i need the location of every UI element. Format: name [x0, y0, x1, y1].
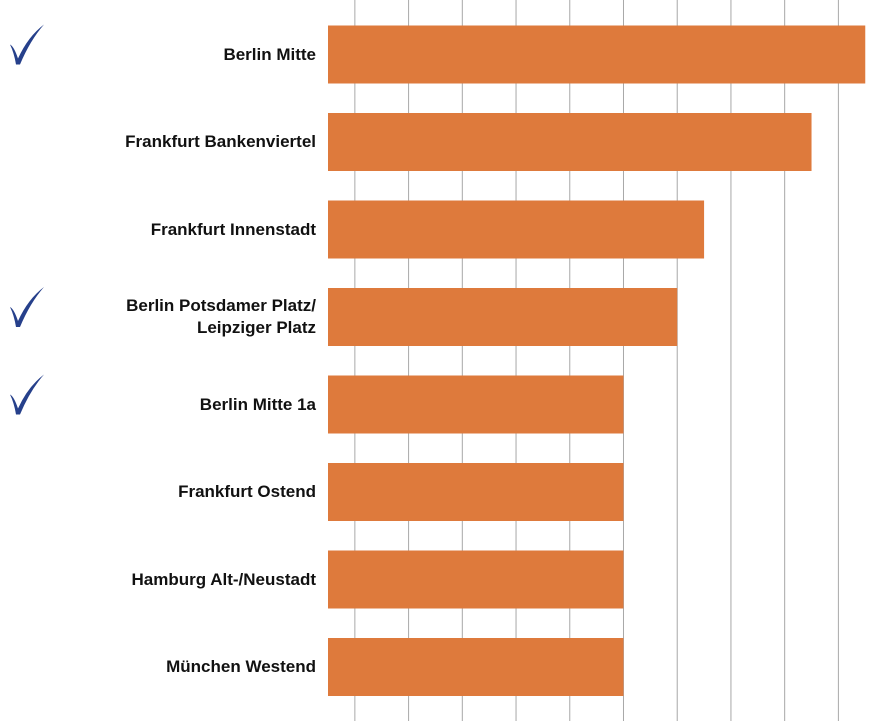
- category-label: Frankfurt Innenstadt: [150, 219, 316, 239]
- category-label: München Westend: [166, 657, 316, 676]
- category-label: Berlin Mitte: [223, 44, 316, 64]
- bar: [328, 288, 678, 346]
- bar: [328, 375, 624, 434]
- bar: [328, 113, 812, 171]
- check-icon: [10, 24, 44, 65]
- bar: [328, 550, 624, 609]
- category-label: Berlin Potsdamer Platz/ Leipziger Platz: [126, 296, 316, 337]
- bar: [328, 25, 866, 84]
- category-label: Frankfurt Bankenviertel: [125, 132, 316, 151]
- bar: [328, 200, 705, 259]
- category-label: Hamburg Alt-/Neustadt: [131, 569, 317, 589]
- check-icon: [10, 287, 44, 327]
- category-label: Frankfurt Ostend: [178, 482, 316, 501]
- check-icon: [10, 374, 44, 415]
- bar: [328, 638, 624, 696]
- bar: [328, 463, 624, 521]
- category-label: Berlin Mitte 1a: [199, 394, 316, 414]
